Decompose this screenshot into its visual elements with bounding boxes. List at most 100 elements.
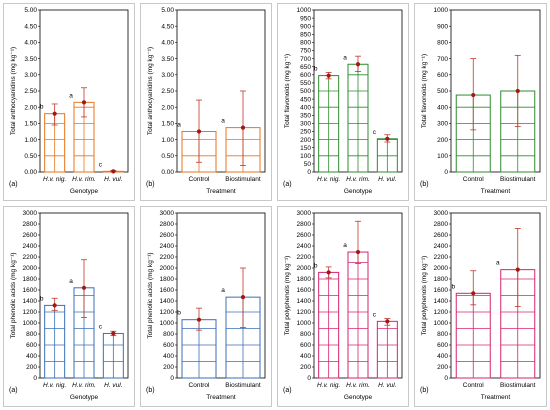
- y-tick-label: 3.50: [24, 56, 37, 63]
- y-tick-label: 3000: [434, 210, 449, 217]
- y-tick-label: 100: [300, 153, 311, 160]
- bar-h-v-rim: [347, 220, 369, 379]
- chart-svg: 0 200 400 600 800 1000 1200 1400 1600 1800 2000 220…: [420, 210, 541, 401]
- chart-svg: 0501001502002503003504004505005506006507…: [283, 7, 403, 195]
- y-tick-label: 1600: [160, 287, 175, 294]
- x-tick-label: H.v. rim.: [346, 176, 370, 183]
- y-tick-label: 0: [33, 375, 37, 382]
- y-tick-label: 0.50: [24, 153, 37, 160]
- panel-label: (a): [283, 181, 292, 188]
- x-tick-label: H.v. nig.: [43, 176, 67, 183]
- y-tick-label: 700: [437, 56, 448, 63]
- y-tick-label: 1.00: [161, 137, 174, 144]
- y-tick-label: 800: [26, 331, 37, 338]
- mean-point: [471, 291, 476, 296]
- y-tick-label: 550: [300, 80, 311, 87]
- y-tick-label: 4.00: [24, 40, 37, 47]
- bar-h-v-nig: [44, 297, 66, 379]
- significance-letter: a: [221, 287, 225, 294]
- y-tick-label: 2800: [297, 221, 312, 228]
- chart-panel-phenolic-acids-genotype: 0 200 400 600 800 1000 1200 1400 1600 1800 2000 220…: [3, 206, 135, 407]
- y-axis-label: Total phenolic acids (mg kg⁻¹): [10, 252, 17, 338]
- y-tick-label: 0: [444, 375, 448, 382]
- y-tick-label: 800: [300, 40, 311, 47]
- y-tick-label: 1800: [160, 276, 175, 283]
- significance-letter: b: [177, 310, 181, 317]
- x-tick-label: Control: [189, 176, 211, 183]
- x-axis-label: Genotype: [344, 188, 373, 195]
- y-tick-label: 1800: [434, 276, 449, 283]
- y-tick-label: 0: [444, 169, 448, 176]
- y-tick-label: 1000: [434, 7, 449, 14]
- panel-label: (b): [420, 181, 429, 188]
- y-tick-label: 1400: [434, 298, 449, 305]
- y-tick-label: 0: [307, 375, 311, 382]
- x-tick-label: H. vul.: [104, 382, 123, 389]
- y-tick-label: 600: [300, 72, 311, 79]
- y-axis-label: Total anthocyanidins (mg kg⁻¹): [10, 47, 17, 135]
- bar-control: [455, 270, 491, 379]
- bar-h-v-nig: [318, 71, 340, 173]
- y-tick-label: 1400: [297, 298, 312, 305]
- bar-h-v-nig: [318, 266, 340, 379]
- x-axis-label: Treatment: [481, 394, 511, 401]
- y-tick-label: 0: [170, 375, 174, 382]
- panel-label: (a): [9, 181, 18, 188]
- x-tick-label: H.v. nig.: [317, 382, 341, 389]
- y-tick-label: 5.00: [24, 7, 37, 14]
- y-tick-label: 400: [300, 353, 311, 360]
- y-tick-label: 2.00: [24, 104, 37, 111]
- y-tick-label: 750: [300, 48, 311, 55]
- bar-control: [181, 99, 217, 173]
- x-tick-label: Control: [189, 382, 211, 389]
- y-axis-label: Total polyphenols (mg kg⁻¹): [284, 256, 291, 336]
- y-tick-label: 2.00: [161, 104, 174, 111]
- y-tick-label: 200: [437, 137, 448, 144]
- x-tick-label: H. vul.: [378, 176, 397, 183]
- panel-label: (a): [283, 387, 292, 394]
- y-tick-label: 1400: [160, 298, 175, 305]
- y-tick-label: 2000: [23, 265, 38, 272]
- bar-biostimulant: [500, 54, 536, 173]
- y-tick-label: 1200: [297, 309, 312, 316]
- panel-label: (b): [420, 387, 429, 394]
- y-tick-label: 500: [437, 88, 448, 95]
- bar-h-v-rim: [347, 55, 369, 173]
- x-tick-label: Biostimulant: [500, 382, 536, 389]
- bar-h-vul: [376, 134, 398, 173]
- y-tick-label: 350: [300, 113, 311, 120]
- y-tick-label: 600: [300, 342, 311, 349]
- y-tick-label: 400: [437, 104, 448, 111]
- mean-point: [355, 62, 361, 67]
- mean-point: [326, 73, 331, 78]
- panel-label: (a): [9, 387, 18, 394]
- y-tick-label: 0: [307, 169, 311, 176]
- y-tick-label: 400: [163, 353, 174, 360]
- y-tick-label: 2400: [434, 243, 449, 250]
- y-tick-label: 600: [163, 342, 174, 349]
- y-tick-label: 1600: [297, 287, 312, 294]
- x-tick-label: Biostimulant: [500, 176, 536, 183]
- y-tick-label: 650: [300, 64, 311, 71]
- chart-svg: 0 100 200 300 400 500 600 700 800 900 1000 Total fl…: [420, 7, 541, 195]
- panel-label: (b): [146, 181, 155, 188]
- chart-panel-polyphenols-genotype: 0 200 400 600 800 1000 1200 1400 1600 1800 2000 220…: [277, 206, 409, 407]
- significance-letter: a: [343, 54, 347, 61]
- y-tick-label: 2.50: [24, 88, 37, 95]
- y-tick-label: 2800: [23, 221, 38, 228]
- significance-letter: b: [40, 295, 44, 302]
- significance-letter: a: [343, 242, 347, 249]
- y-tick-label: 150: [300, 145, 311, 152]
- y-tick-label: 1400: [23, 298, 38, 305]
- x-axis-label: Treatment: [206, 394, 236, 401]
- y-tick-label: 2600: [160, 232, 175, 239]
- y-tick-label: 600: [437, 72, 448, 79]
- chart-svg: 0.00 0.50 1.00 1.50 2.00 2.50 3.00 3.50 4.00 4.50…: [9, 7, 129, 195]
- x-tick-label: H.v. rim.: [72, 382, 96, 389]
- chart-panel-anthocyanidins-treatment: 0.00 0.50 1.00 1.50 2.00 2.50 3.00 3.50 4.00 4.50…: [140, 3, 272, 201]
- mean-point: [52, 303, 57, 308]
- y-tick-label: 600: [26, 342, 37, 349]
- x-axis-label: Genotype: [70, 394, 99, 401]
- y-tick-label: 200: [163, 364, 174, 371]
- mean-point: [81, 285, 87, 290]
